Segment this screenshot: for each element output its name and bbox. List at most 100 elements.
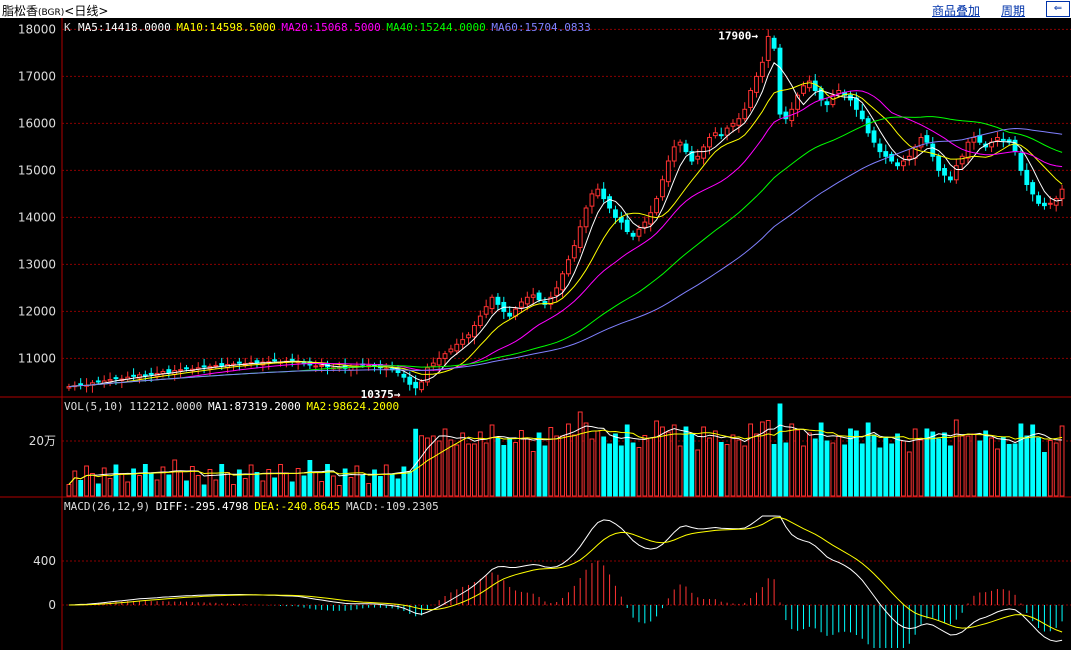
volume-bar — [325, 464, 330, 497]
candle-body — [95, 380, 101, 383]
volume-bar — [225, 472, 231, 497]
volume-bar — [524, 437, 530, 497]
candle-body — [636, 228, 642, 237]
volume-bar — [771, 444, 777, 497]
candle-body — [806, 80, 812, 89]
volume-bar — [360, 474, 366, 497]
candle-body — [883, 151, 889, 157]
volume-bar — [660, 426, 665, 497]
candle-body — [507, 312, 513, 317]
volume-bar — [307, 460, 313, 497]
volume-bar — [1006, 444, 1012, 497]
volume-bar — [707, 437, 712, 497]
volume-bar — [589, 438, 595, 497]
candle-body — [683, 143, 689, 153]
volume-bar — [507, 437, 513, 497]
price-tick-label: 16000 — [18, 116, 56, 130]
volume-bar — [936, 438, 942, 497]
volume-bar — [671, 424, 677, 497]
candle-body — [184, 367, 189, 370]
volume-bar — [395, 478, 401, 497]
volume-bar — [648, 437, 654, 497]
volume-bar — [348, 477, 354, 497]
volume-bar — [195, 475, 201, 497]
candle-body — [1047, 202, 1053, 205]
volume-bar — [448, 439, 454, 497]
volume-bar — [95, 483, 101, 497]
volume-bar — [336, 485, 342, 497]
volume-bar — [407, 471, 413, 497]
candle-body — [642, 221, 648, 228]
candle-body — [413, 381, 419, 389]
volume-bar — [519, 430, 524, 497]
volume-bar — [354, 465, 360, 497]
candle-body — [213, 364, 219, 367]
candle-body — [178, 369, 184, 372]
volume-bar — [959, 435, 965, 497]
back-arrow-icon[interactable]: ⇐ — [1046, 1, 1070, 17]
candle-body — [607, 196, 612, 209]
volume-bar — [577, 411, 583, 497]
candle-body — [142, 374, 148, 377]
high-price-annotation: 17900→ — [718, 29, 758, 42]
candle-body — [236, 361, 242, 364]
candle-body — [601, 188, 607, 200]
volume-bar — [219, 464, 225, 497]
volume-bar — [319, 481, 325, 497]
ma-legend-item: MA60:15704.0833 — [491, 21, 590, 34]
volume-bar — [683, 426, 689, 497]
macd-legend-item: MACD:-109.2305 — [346, 500, 439, 513]
volume-bar — [548, 427, 554, 497]
volume-bar — [942, 432, 947, 497]
volume-bar — [607, 443, 612, 497]
volume-bar — [795, 429, 801, 497]
candle-body — [918, 137, 924, 148]
volume-bar — [818, 422, 824, 497]
volume-bar — [777, 403, 783, 497]
candle-body — [859, 110, 865, 120]
volume-bar — [542, 445, 548, 497]
volume-bar — [483, 442, 489, 497]
commodity-overlay-link[interactable]: 商品叠加 — [932, 4, 981, 18]
candle-body — [219, 363, 225, 367]
volume-bar — [889, 443, 895, 497]
volume-bar — [513, 442, 518, 497]
candle-body — [436, 357, 442, 366]
volume-bar — [101, 467, 107, 497]
candle-body — [166, 369, 172, 373]
volume-bar — [865, 422, 871, 497]
kline-label: K — [64, 21, 71, 34]
volume-bar — [566, 423, 571, 497]
candle-body — [783, 111, 789, 120]
candle-body — [524, 296, 530, 305]
volume-bar — [930, 431, 936, 497]
ma-line — [68, 127, 1063, 388]
candlestick-chart[interactable]: 18000 17000 16000 15000 14000 13000 12000 11000… — [0, 18, 1071, 650]
volume-bar — [248, 464, 254, 497]
volume-bar — [554, 435, 560, 497]
volume-bar — [695, 449, 701, 497]
candle-body — [460, 339, 466, 345]
volume-bar — [342, 468, 348, 497]
volume-bar — [366, 483, 372, 497]
volume-bar — [877, 447, 883, 497]
period-link[interactable]: 周期 — [1001, 4, 1026, 18]
volume-bar — [260, 480, 266, 497]
macd-tick-label: 0 — [48, 598, 56, 612]
volume-bar — [495, 438, 501, 497]
candle-body — [971, 137, 977, 143]
candle-body — [959, 155, 965, 165]
candle-body — [583, 207, 589, 228]
volume-bar — [84, 465, 89, 497]
volume-bar — [918, 439, 924, 497]
candle-body — [977, 135, 983, 143]
candle-body — [953, 165, 959, 181]
volume-bar — [1053, 442, 1059, 497]
volume-bar — [536, 432, 542, 497]
candle-body — [759, 61, 765, 77]
volume-bar — [783, 442, 789, 497]
candle-body — [724, 127, 730, 136]
candle-body — [289, 358, 295, 361]
ma-legend-item: MA10:14598.5000 — [176, 21, 275, 34]
candle-body — [401, 373, 407, 378]
